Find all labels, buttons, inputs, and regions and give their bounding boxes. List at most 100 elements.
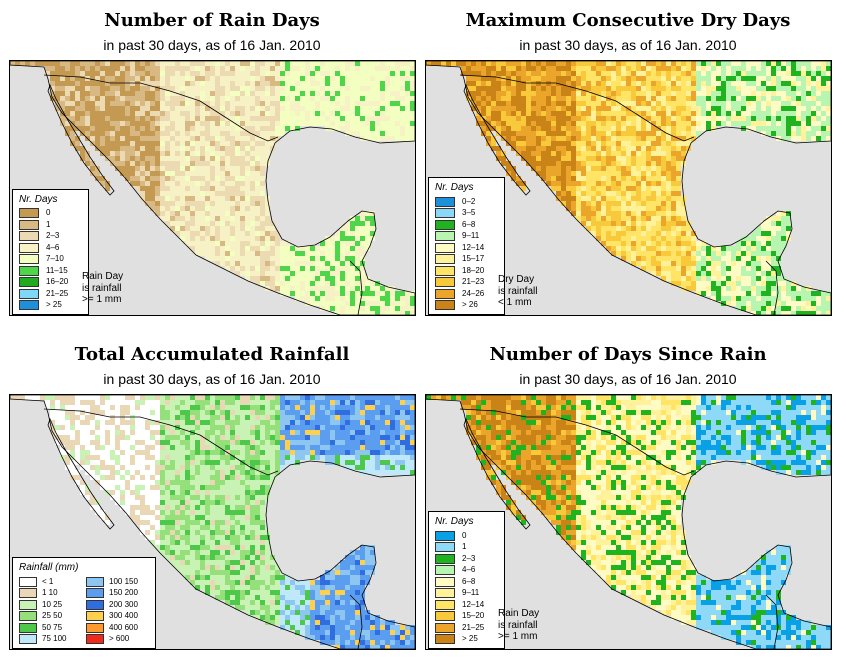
legend-swatch xyxy=(19,300,39,311)
legend-entry: 200 300 xyxy=(86,599,149,611)
legend-entry: 15–17 xyxy=(435,254,498,266)
legend-label: 25 50 xyxy=(42,611,63,621)
legend-entry: 7–10 xyxy=(19,254,82,266)
legend-entry: 18–20 xyxy=(435,265,498,277)
legend-swatch xyxy=(435,254,455,265)
legend-label: 300 400 xyxy=(109,611,138,621)
legend-entry: 50 75 xyxy=(19,622,82,634)
legend-swatch xyxy=(19,288,39,299)
legend-entry: 400 600 xyxy=(86,622,149,634)
note-line: Rain Day xyxy=(498,608,540,619)
legend-entry: 100 150 xyxy=(86,576,149,588)
map-rain-days: Nr. Days 0 1 2–3 4–6 7–10 11–15 16–20 21–25 > 25… xyxy=(9,60,416,316)
map-canvas xyxy=(10,395,415,649)
legend-label: 2–3 xyxy=(46,231,60,241)
panel-subtitle: in past 30 days, as of 16 Jan. 2010 xyxy=(519,37,737,53)
legend-label: 9–11 xyxy=(462,588,480,598)
panel-rain-days: Number of Rain Days in past 30 days, as … xyxy=(7,0,417,316)
legend-entry: 21–23 xyxy=(435,277,498,289)
legend-entry: 4–6 xyxy=(19,242,82,254)
legend-title: Nr. Days xyxy=(435,182,474,193)
legend-entry: > 25 xyxy=(19,300,82,312)
legend-swatch xyxy=(435,553,455,564)
legend-label: < 1 xyxy=(42,576,54,586)
definition-note: Rain Day is rainfall >= 1 mm xyxy=(498,608,539,643)
legend-swatch xyxy=(435,599,455,610)
note-line: >= 1 mm xyxy=(82,294,122,305)
legend-label: 21–23 xyxy=(462,277,485,287)
legend-entry: 21–25 xyxy=(435,622,498,634)
legend-swatch xyxy=(435,288,455,299)
panel-subtitle: in past 30 days, as of 16 Jan. 2010 xyxy=(103,371,321,387)
legend-entry: > 26 xyxy=(435,300,498,312)
legend-swatch xyxy=(19,611,37,622)
panel-total-rainfall: Total Accumulated Rainfall in past 30 da… xyxy=(7,334,417,650)
legend-entry: 6–8 xyxy=(435,576,498,588)
legend-entry: 2–3 xyxy=(19,231,82,243)
legend-swatch xyxy=(19,208,39,219)
legend-label: 1 xyxy=(46,219,51,229)
panel-title: Total Accumulated Rainfall xyxy=(74,344,350,365)
legend-entry: 9–11 xyxy=(435,588,498,600)
map-canvas xyxy=(426,395,831,649)
legend-label: 18–20 xyxy=(462,265,485,275)
legend-entry: > 600 xyxy=(86,634,149,646)
legend-entry: 0–2 xyxy=(435,196,498,208)
panel-subtitle: in past 30 days, as of 16 Jan. 2010 xyxy=(519,371,737,387)
legend-entry: 300 400 xyxy=(86,611,149,623)
legend-label: 12–14 xyxy=(462,599,485,609)
note-line: is rainfall xyxy=(498,619,538,631)
legend-label: 15–20 xyxy=(462,611,485,621)
legend-entry: 10 25 xyxy=(19,599,82,611)
legend-label: 15–17 xyxy=(462,254,485,264)
legend-label: 200 300 xyxy=(109,599,138,609)
legend-swatch xyxy=(86,588,104,599)
legend-label: 10 25 xyxy=(42,599,63,609)
legend-entry: 21–25 xyxy=(19,288,82,300)
legend-title: Nr. Days xyxy=(19,193,58,205)
legend-swatch xyxy=(435,588,455,599)
legend-label: 7–10 xyxy=(46,254,64,264)
legend-label: 1 10 xyxy=(42,588,58,598)
legend: Nr. Days 0 1 2–3 4–6 7–10 11–15 16–20 21–25 > 25 xyxy=(12,188,89,315)
legend-entry: 75 100 xyxy=(19,634,82,646)
note-line: Rain Day xyxy=(82,271,124,282)
legend-entry: 2–3 xyxy=(435,553,498,565)
legend-label: 0–2 xyxy=(462,196,476,206)
legend-swatch xyxy=(86,599,104,610)
note-line: is rainfall xyxy=(82,282,122,294)
legend-label: 400 600 xyxy=(109,622,138,632)
map-canvas xyxy=(10,61,415,315)
legend-swatch xyxy=(435,277,455,288)
legend-label: 16–20 xyxy=(46,277,69,287)
legend-swatch xyxy=(19,634,37,645)
legend-swatch xyxy=(435,611,455,622)
legend-label: 0 xyxy=(462,530,467,540)
legend-title: Rainfall (mm) xyxy=(19,562,79,573)
legend-swatch xyxy=(19,588,37,599)
legend: Nr. Days 0–2 3–5 6–8 9–11 12–14 15–17 18–20 21–… xyxy=(428,177,505,315)
legend-swatch xyxy=(19,599,37,610)
legend-label: 0 xyxy=(46,208,51,218)
legend-entry: > 25 xyxy=(435,634,498,646)
legend-label: 50 75 xyxy=(42,622,63,632)
note-line: is rainfall xyxy=(498,285,538,297)
legend-swatch xyxy=(435,208,455,219)
map-total-rainfall: Rainfall (mm) < 1 1 10 10 25 25 50 50 75 75 1… xyxy=(9,394,416,650)
legend-label: > 25 xyxy=(46,300,62,310)
legend-entry: 6–8 xyxy=(435,219,498,231)
legend-entry: 25 50 xyxy=(19,611,82,623)
legend-label: 24–26 xyxy=(462,288,485,298)
legend-label: 12–14 xyxy=(462,242,485,252)
legend-entry: 150 200 xyxy=(86,588,149,600)
legend-swatch xyxy=(19,219,39,230)
legend-entry: 24–26 xyxy=(435,288,498,300)
legend-entry: 16–20 xyxy=(19,277,82,289)
note-line: Dry Day xyxy=(498,274,535,285)
legend-entry: 15–20 xyxy=(435,611,498,623)
legend-entry: < 1 xyxy=(19,576,82,588)
legend-entry: 4–6 xyxy=(435,565,498,577)
legend-swatch xyxy=(435,231,455,242)
legend: Nr. Days 0 1 2–3 4–6 6–8 9–11 12–14 15–20 21–25 >… xyxy=(428,511,505,649)
legend-label: 11–15 xyxy=(46,265,68,275)
